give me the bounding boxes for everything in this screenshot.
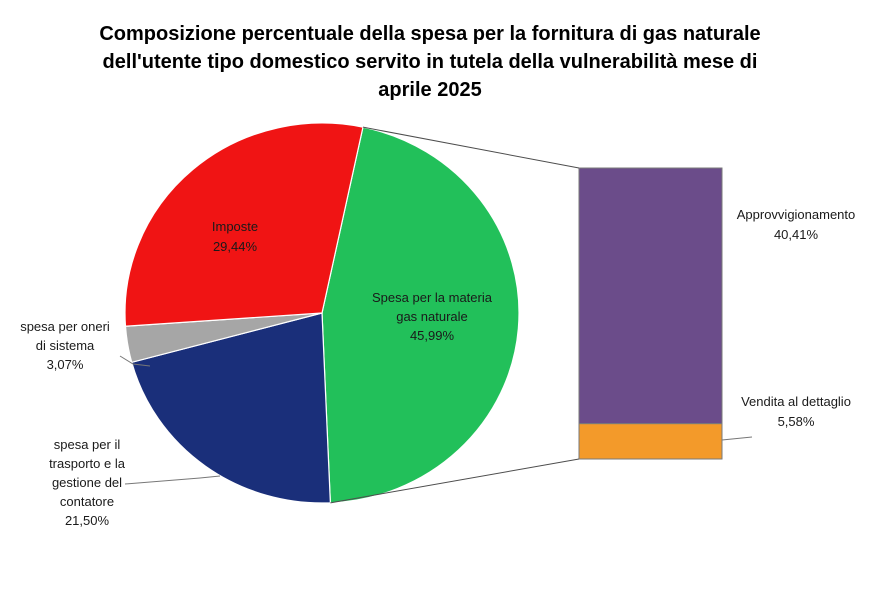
leader-line-oneri (119, 355, 151, 367)
connector-line-bottom (330, 458, 580, 504)
connector-line-top (362, 126, 580, 169)
pie-slice-trasporto (130, 312, 331, 504)
pie-label-oneri-sistema: spesa per oneri di sistema 3,07% (20, 319, 110, 372)
pie-slice-imposte (124, 122, 364, 327)
leader-line-vendita (721, 436, 753, 441)
pie-label-trasporto: spesa per il trasporto e la gestione del co… (49, 437, 126, 528)
pie-label-imposte: Imposte 29,44% (212, 219, 258, 254)
bar-segment-vendita-dettaglio (578, 423, 723, 460)
pie-slice-materia-gas (321, 126, 520, 504)
chart-title: Composizione percentuale della spesa per… (99, 23, 761, 101)
bar-label-vendita-dettaglio: Vendita al dettaglio 5,58% (741, 394, 851, 429)
leader-line-trasporto (124, 475, 221, 485)
bar-label-approvvigionamento: Approvvigionamento 40,41% (737, 207, 856, 242)
bar-segment-approvvigionamento (578, 167, 723, 425)
pie-label-materia-gas: Spesa per la materia gas naturale 45,99% (372, 290, 493, 343)
